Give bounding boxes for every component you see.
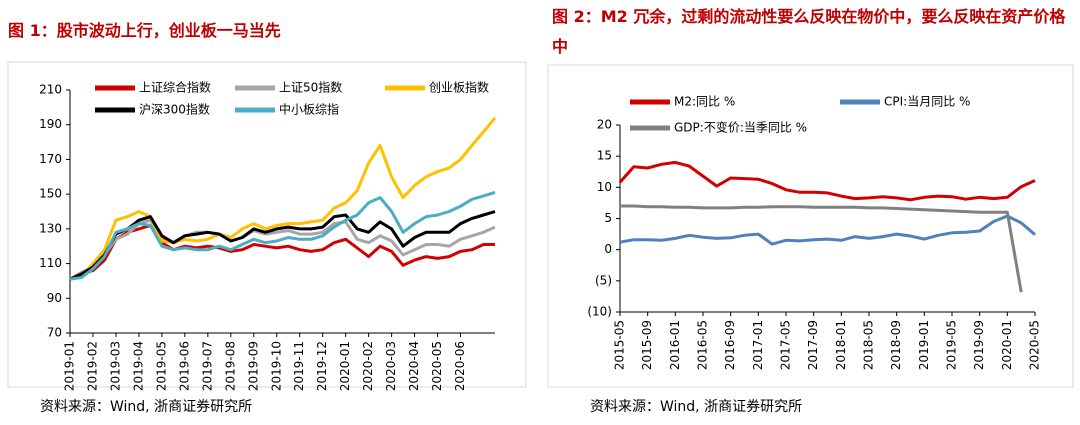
legend-label: M2:同比 % xyxy=(674,95,735,109)
y-tick-label: 5 xyxy=(604,211,612,225)
x-tick-label: 2019-09 xyxy=(246,341,260,391)
series-line xyxy=(69,116,497,281)
x-tick-label: 2018-09 xyxy=(889,320,903,370)
x-tick-label: 2017-09 xyxy=(806,320,820,370)
series-line xyxy=(620,204,1023,293)
x-tick-label: 2019-05 xyxy=(945,320,959,370)
y-tick-label: 70 xyxy=(47,326,62,340)
x-tick-label: 2019-02 xyxy=(85,341,99,391)
source-note: 资料来源：Wind, 浙商证券研究所 xyxy=(590,399,803,415)
legend-label: GDP:不变价:当季同比 % xyxy=(674,120,807,135)
x-tick-label: 2019-01 xyxy=(63,341,77,391)
x-tick-label: 2020-06 xyxy=(453,341,467,391)
y-tick-label: 210 xyxy=(39,83,62,97)
x-tick-label: 2015-09 xyxy=(640,320,654,370)
x-tick-label: 2019-01 xyxy=(917,320,931,370)
x-tick-label: 2019-03 xyxy=(108,341,122,391)
legend-label: 上证综合指数 xyxy=(139,80,211,95)
x-tick-label: 2019-05 xyxy=(154,341,168,391)
x-tick-label: 2020-05 xyxy=(430,341,444,391)
x-tick-label: 2019-10 xyxy=(269,341,283,391)
y-tick-label: 20 xyxy=(597,118,612,132)
y-tick-label: (5) xyxy=(595,273,612,287)
x-tick-label: 2019-04 xyxy=(131,341,145,391)
chart-frame xyxy=(547,64,1074,388)
x-tick-label: 2020-04 xyxy=(407,341,421,391)
series-line xyxy=(69,210,496,281)
x-tick-label: 2018-05 xyxy=(862,320,876,370)
y-tick-label: 0 xyxy=(604,242,612,256)
x-tick-label: 2016-05 xyxy=(696,320,710,370)
x-tick-label: 2020-03 xyxy=(384,341,398,391)
x-tick-label: 2019-11 xyxy=(292,341,306,391)
x-tick-label: 2019-08 xyxy=(223,341,237,391)
x-tick-label: 2020-02 xyxy=(361,341,375,391)
chart-title: 图 2：M2 冗余，过剩的流动性要么反映在物价中，要么反映在资产价格中 xyxy=(552,7,1066,56)
y-tick-label: 170 xyxy=(39,152,62,166)
series-line xyxy=(69,190,496,281)
y-tick-label: 90 xyxy=(47,291,62,305)
x-tick-label: 2019-06 xyxy=(177,341,191,391)
chart-title: 图 1：股市波动上行，创业板一马当先 xyxy=(8,21,281,40)
series-line xyxy=(618,160,1036,202)
x-tick-label: 2020-01 xyxy=(1000,320,1014,370)
y-tick-label: 15 xyxy=(597,149,612,163)
x-tick-label: 2018-01 xyxy=(834,320,848,370)
x-tick-label: 2020-05 xyxy=(1028,320,1042,370)
y-tick-label: 190 xyxy=(39,117,62,131)
legend-label: CPI:当月同比 % xyxy=(884,95,970,109)
x-tick-label: 2020-01 xyxy=(338,341,352,391)
x-tick-label: 2017-05 xyxy=(779,320,793,370)
legend-label: 上证50指数 xyxy=(279,80,342,95)
source-note: 资料来源：Wind, 浙商证券研究所 xyxy=(40,399,253,415)
series-line xyxy=(619,214,1036,246)
legend-label: 创业板指数 xyxy=(429,80,489,95)
x-tick-label: 2019-09 xyxy=(972,320,986,370)
y-tick-label: 10 xyxy=(597,180,612,194)
x-tick-label: 2016-01 xyxy=(668,320,682,370)
y-tick-label: 130 xyxy=(39,221,62,235)
y-tick-label: 110 xyxy=(39,256,62,270)
y-tick-label: (10) xyxy=(587,305,612,319)
x-tick-label: 2019-07 xyxy=(200,341,214,391)
x-tick-label: 2016-09 xyxy=(723,320,737,370)
legend-label: 中小板综指 xyxy=(279,102,339,117)
x-tick-label: 2017-01 xyxy=(751,320,765,370)
x-tick-label: 2015-05 xyxy=(613,320,627,370)
chart-frame xyxy=(7,61,527,388)
x-tick-label: 2019-12 xyxy=(315,341,329,391)
y-tick-label: 150 xyxy=(39,187,62,201)
series-line xyxy=(69,223,495,281)
legend-label: 沪深300指数 xyxy=(139,102,210,117)
